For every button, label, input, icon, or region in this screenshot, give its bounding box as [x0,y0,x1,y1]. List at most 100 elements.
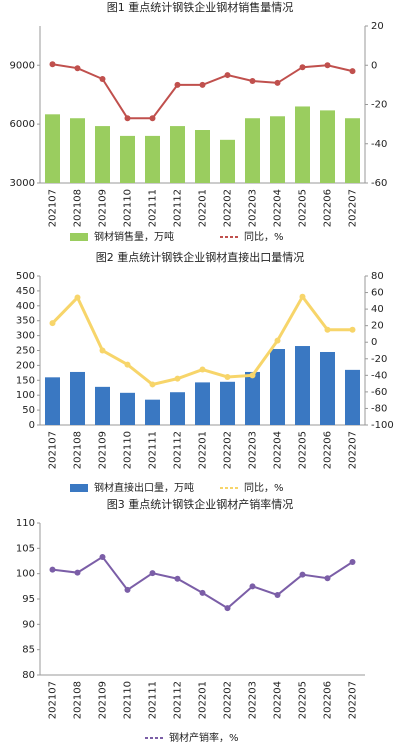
point [174,575,181,582]
x-tick-label: 202202 [223,681,234,719]
point [324,62,331,69]
x-tick-label: 202110 [123,189,134,227]
point [99,347,106,354]
bar [245,371,260,425]
y-tick-label: 90 [22,619,35,630]
x-tick-label: 202108 [73,189,84,227]
line [52,555,354,610]
y-tick-label: 85 [22,645,35,656]
point [49,61,56,68]
x-tick-label: 202108 [73,681,84,719]
x-tick-label: 202207 [348,189,359,227]
point [199,589,206,596]
point [49,320,56,327]
point [99,553,106,560]
bar [295,106,310,183]
legend-label: 同比，% [244,231,284,243]
point [149,570,156,577]
bar [70,118,85,183]
y2-tick-label: -60 [371,178,387,189]
chart-title: 图1 重点统计钢铁企业钢材销售量情况 [107,0,294,14]
legend-label: 钢材直接出口量，万吨 [94,481,194,494]
x-tick-label: 202204 [273,431,284,469]
legend-label: 钢材产销率，% [169,731,239,744]
bar [320,351,335,425]
x-tick-label: 202207 [348,681,359,719]
y-tick-label: 350 [16,316,35,327]
x-tick-label: 202107 [48,189,59,227]
y2-tick-label: 40 [371,304,384,315]
bar [270,349,285,425]
point [299,293,306,300]
point [324,326,331,333]
point [149,115,156,122]
x-tick-label: 202206 [323,681,334,719]
legend-swatch [70,233,88,241]
bar [45,377,60,425]
bar [270,116,285,183]
y-tick-label: 3000 [10,178,35,189]
y2-tick-label: 80 [371,271,384,282]
y2-tick-label: 20 [371,321,384,332]
y2-tick-label: 0 [371,337,377,348]
x-tick-label: 202110 [123,431,134,469]
y2-tick-label: 0 [371,60,377,71]
point [274,591,281,598]
y2-tick-label: -20 [371,354,387,365]
point [199,81,206,88]
point [99,75,106,82]
point [349,68,356,75]
point [74,294,81,301]
point [324,575,331,582]
point [224,605,231,612]
y-tick-label: 450 [16,286,35,297]
y2-tick-label: -100 [371,420,394,431]
point [124,586,131,593]
point [274,337,281,344]
bar [95,126,110,183]
y2-tick-label: -40 [371,370,387,381]
chart-title: 图2 重点统计钢铁企业钢材直接出口量情况 [96,250,305,264]
bar [220,381,235,425]
bar [120,392,135,425]
bar [295,346,310,425]
x-tick-label: 202202 [223,189,234,227]
bar [120,135,135,183]
y-tick-label: 105 [16,543,35,554]
y-tick-label: 200 [16,360,35,371]
x-tick-label: 202205 [298,681,309,719]
x-tick-label: 202111 [148,189,159,227]
x-tick-label: 202108 [73,431,84,469]
bar [195,130,210,183]
legend-label: 钢材销售量，万吨 [94,230,174,243]
legend-swatch [70,484,88,492]
y-tick-label: 100 [16,390,35,401]
point [174,375,181,382]
x-tick-label: 202204 [273,681,284,719]
x-tick-label: 202107 [48,681,59,719]
y-tick-label: 110 [16,518,35,529]
x-tick-label: 202201 [198,431,209,469]
bar [345,369,360,425]
y-tick-label: 300 [16,331,35,342]
point [199,366,206,373]
point [299,64,306,71]
x-tick-label: 202110 [123,681,134,719]
y2-tick-label: 60 [371,288,384,299]
y-tick-label: 95 [22,594,35,605]
x-tick-label: 202204 [273,189,284,227]
x-tick-label: 202205 [298,189,309,227]
y-tick-label: 0 [29,420,35,431]
y-tick-label: 500 [16,271,35,282]
x-tick-label: 202111 [148,681,159,719]
y2-tick-label: -20 [371,100,387,111]
y-tick-label: 50 [22,405,35,416]
point [249,372,256,379]
y-tick-label: 100 [16,569,35,580]
point [124,361,131,368]
legend-label: 同比，% [244,482,284,494]
point [349,326,356,333]
x-tick-label: 202109 [98,189,109,227]
x-tick-label: 202202 [223,431,234,469]
x-tick-label: 202206 [323,431,334,469]
